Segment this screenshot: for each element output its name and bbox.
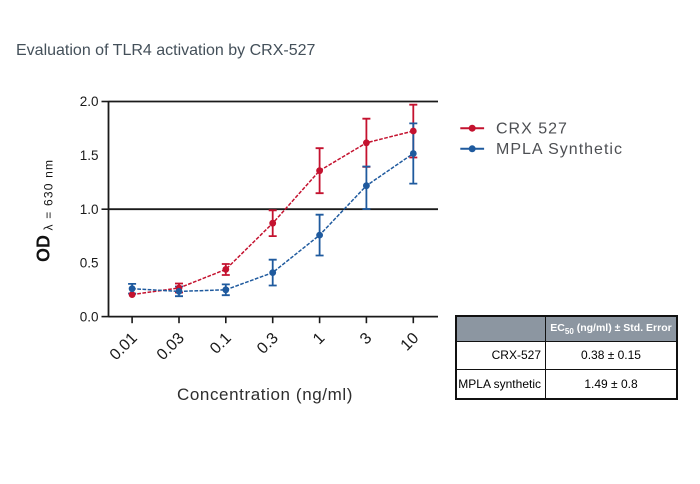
svg-text:0.5: 0.5	[80, 256, 99, 271]
svg-text:0.3: 0.3	[254, 330, 282, 358]
svg-text:0.0: 0.0	[80, 309, 99, 324]
svg-text:Concentration (ng/ml): Concentration (ng/ml)	[177, 385, 353, 404]
svg-text:2.0: 2.0	[80, 94, 99, 109]
svg-text:1.5: 1.5	[80, 148, 99, 163]
svg-text:10: 10	[398, 330, 423, 355]
svg-text:3: 3	[357, 330, 375, 348]
svg-text:0.03: 0.03	[154, 330, 188, 364]
svg-text:0.1: 0.1	[207, 330, 235, 358]
svg-text:CRX 527: CRX 527	[496, 121, 568, 138]
svg-text:OD λ = 630 nm: OD λ = 630 nm	[34, 159, 56, 262]
svg-text:1.0: 1.0	[80, 202, 99, 217]
svg-text:MPLA Synthetic: MPLA Synthetic	[496, 141, 623, 158]
svg-text:0.01: 0.01	[107, 330, 141, 364]
svg-text:1: 1	[310, 330, 328, 348]
